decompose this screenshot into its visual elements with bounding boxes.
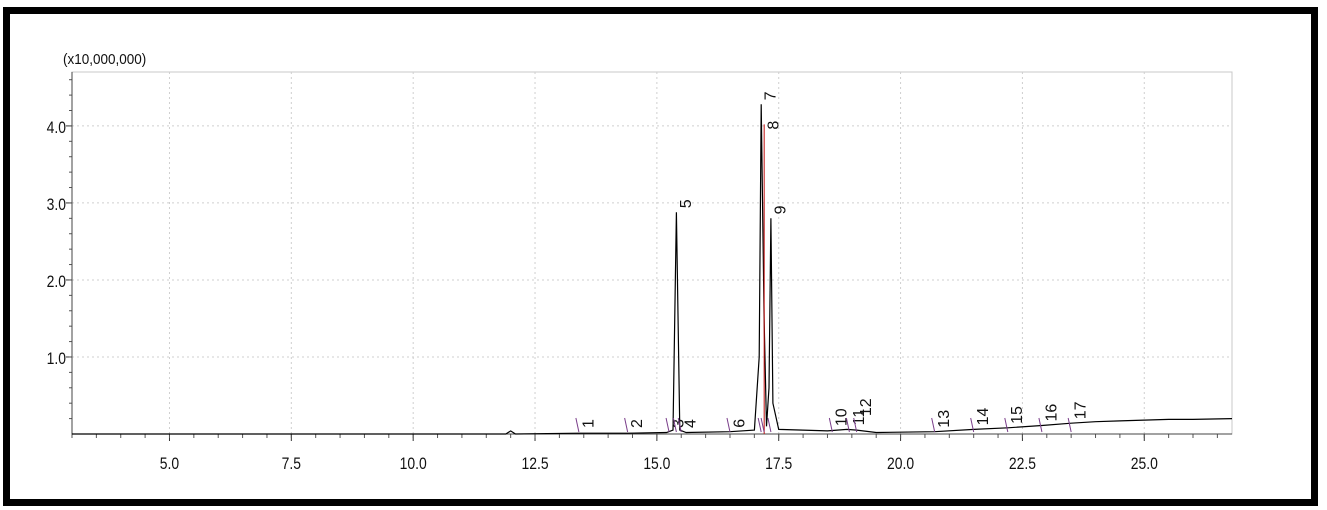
peak-label: 15 bbox=[1009, 406, 1026, 424]
chromatogram-chart: 5.0 7.5 10.0 12.5 15.0 17.5 20.0 22.5 25.0 1.0 2.0… bbox=[47, 51, 1233, 473]
peak-marker bbox=[665, 417, 670, 433]
peak-marker bbox=[672, 417, 677, 433]
peak-marker bbox=[624, 417, 629, 433]
peak-label: 7 bbox=[763, 91, 780, 100]
peak-marker bbox=[845, 417, 850, 433]
peak-label: 11 bbox=[851, 409, 868, 426]
peak-label: 1 bbox=[580, 419, 597, 428]
x-tick-label: 25.0 bbox=[1131, 455, 1158, 474]
peak-marker bbox=[757, 417, 762, 433]
x-tick-label: 22.5 bbox=[1009, 455, 1036, 474]
x-tick-label: 15.0 bbox=[643, 455, 670, 474]
peak-marker bbox=[1004, 417, 1009, 433]
y-tick-label: 1.0 bbox=[47, 350, 67, 369]
x-tick-label: 12.5 bbox=[521, 455, 548, 474]
peak-label: 13 bbox=[936, 410, 953, 428]
y-tick-label: 2.0 bbox=[47, 273, 67, 292]
x-tick-label: 7.5 bbox=[282, 455, 301, 474]
peak-marker bbox=[767, 417, 772, 433]
x-tick-label: 20.0 bbox=[887, 455, 914, 474]
peak-label: 12 bbox=[858, 398, 875, 416]
peak-label: 4 bbox=[683, 419, 700, 428]
peak-label: 5 bbox=[678, 199, 695, 208]
y-tick-label: 4.0 bbox=[47, 119, 67, 138]
chart-frame: 5.0 7.5 10.0 12.5 15.0 17.5 20.0 22.5 25.0 1.0 2.0… bbox=[3, 7, 1318, 506]
peak-marker bbox=[828, 417, 833, 433]
peak-marker bbox=[853, 417, 858, 433]
peak-label: 17 bbox=[1073, 401, 1090, 419]
grid bbox=[71, 71, 1233, 435]
x-tick-label: 10.0 bbox=[400, 455, 427, 474]
series-layer bbox=[72, 104, 1233, 435]
x-tick-label: 5.0 bbox=[160, 455, 180, 474]
peak-marker bbox=[931, 417, 936, 433]
peak-label: 8 bbox=[766, 121, 783, 130]
peak-label: 10 bbox=[834, 408, 851, 426]
peak-marker bbox=[970, 417, 975, 433]
peak-marker bbox=[760, 417, 765, 433]
peak-label: 16 bbox=[1043, 404, 1060, 422]
x-tick-label: 17.5 bbox=[765, 455, 792, 474]
peak-marker bbox=[1038, 417, 1043, 433]
y-tick-label: 3.0 bbox=[47, 196, 67, 215]
peak-marker bbox=[726, 417, 731, 433]
peak-marker bbox=[677, 417, 682, 433]
y-multiplier-label: (x10,000,000) bbox=[63, 51, 146, 68]
peak-marker bbox=[575, 417, 580, 433]
peak-marker bbox=[1067, 417, 1072, 433]
peak-label: 9 bbox=[772, 205, 789, 214]
peak-label: 14 bbox=[975, 407, 992, 425]
chromatogram-trace bbox=[72, 104, 1233, 435]
axes: 5.0 7.5 10.0 12.5 15.0 17.5 20.0 22.5 25.0 1.0 2.0… bbox=[47, 72, 1232, 473]
peak-label: 6 bbox=[731, 419, 748, 428]
peak-labels: 1234567891011121314151617 bbox=[575, 91, 1090, 433]
peak-label: 2 bbox=[629, 419, 646, 428]
